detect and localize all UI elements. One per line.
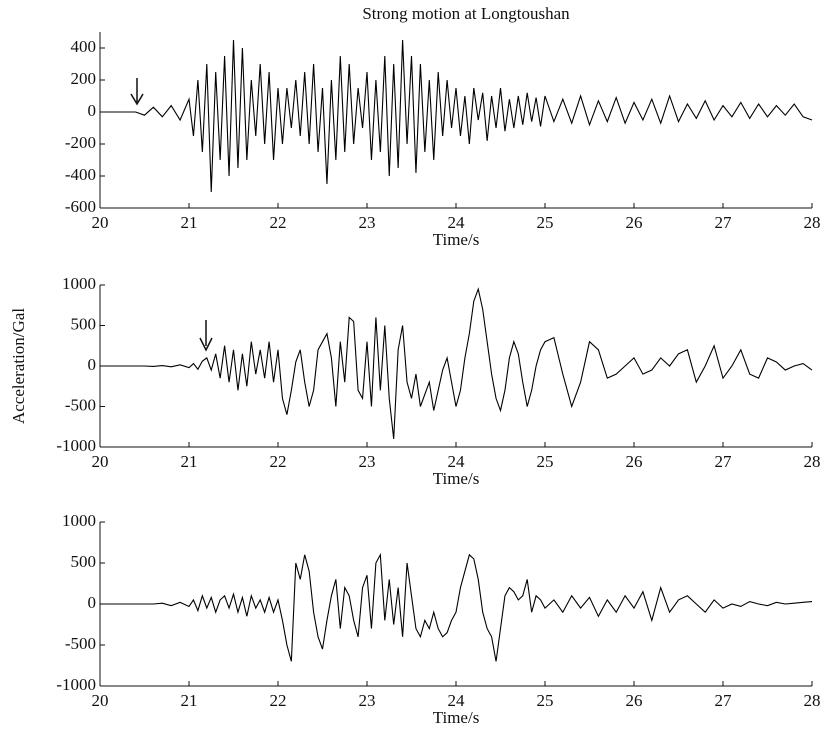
y-tick-label: -400 xyxy=(65,165,96,184)
x-tick-label: 24 xyxy=(448,452,466,471)
x-tick-label: 28 xyxy=(804,691,821,710)
y-tick-label: 1000 xyxy=(62,511,96,530)
trace xyxy=(100,39,813,193)
x-tick-label: 21 xyxy=(181,213,198,232)
y-tick-label: -600 xyxy=(65,197,96,216)
x-tick-label: 21 xyxy=(181,691,198,710)
y-tick-label: 200 xyxy=(71,69,97,88)
x-tick-label: 25 xyxy=(537,691,554,710)
onset-arrow xyxy=(130,78,144,106)
x-tick-label: 27 xyxy=(715,452,733,471)
y-tick-label: 1000 xyxy=(62,274,96,293)
x-tick-label: 24 xyxy=(448,213,466,232)
y-tick-label: -500 xyxy=(65,395,96,414)
y-tick-label: -500 xyxy=(65,634,96,653)
x-tick-label: 23 xyxy=(359,452,376,471)
x-tick-label: 28 xyxy=(804,452,821,471)
x-tick-label: 21 xyxy=(181,452,198,471)
y-tick-label: 400 xyxy=(71,37,97,56)
y-tick-label: 500 xyxy=(71,314,97,333)
y-tick-label: -1000 xyxy=(56,436,96,455)
x-tick-label: 27 xyxy=(715,691,733,710)
x-tick-label: 26 xyxy=(626,691,643,710)
y-tick-label: -200 xyxy=(65,133,96,152)
x-tick-label: 20 xyxy=(92,213,109,232)
x-tick-label: 25 xyxy=(537,452,554,471)
x-tick-label: 23 xyxy=(359,213,376,232)
y-tick-label: 0 xyxy=(88,101,97,120)
x-tick-label: 27 xyxy=(715,213,733,232)
y-tick-label: 0 xyxy=(88,355,97,374)
x-axis-label: Time/s xyxy=(433,469,480,488)
y-tick-label: -1000 xyxy=(56,675,96,694)
x-tick-label: 22 xyxy=(270,452,287,471)
x-tick-label: 24 xyxy=(448,691,466,710)
y-tick-label: 0 xyxy=(88,593,97,612)
x-tick-label: 20 xyxy=(92,452,109,471)
trace xyxy=(100,552,813,662)
x-tick-label: 23 xyxy=(359,691,376,710)
onset-arrow xyxy=(199,320,213,352)
x-tick-label: 28 xyxy=(804,213,821,232)
trace xyxy=(100,287,813,439)
y-axis-label: Acceleration/Gal xyxy=(9,308,28,424)
x-tick-label: 26 xyxy=(626,213,643,232)
chart-title: Strong motion at Longtoushan xyxy=(362,4,570,23)
x-axis-label: Time/s xyxy=(433,230,480,249)
x-tick-label: 20 xyxy=(92,691,109,710)
x-tick-label: 22 xyxy=(270,213,287,232)
x-tick-label: 26 xyxy=(626,452,643,471)
x-tick-label: 22 xyxy=(270,691,287,710)
y-tick-label: 500 xyxy=(71,552,97,571)
x-axis-label: Time/s xyxy=(433,708,480,727)
x-tick-label: 25 xyxy=(537,213,554,232)
